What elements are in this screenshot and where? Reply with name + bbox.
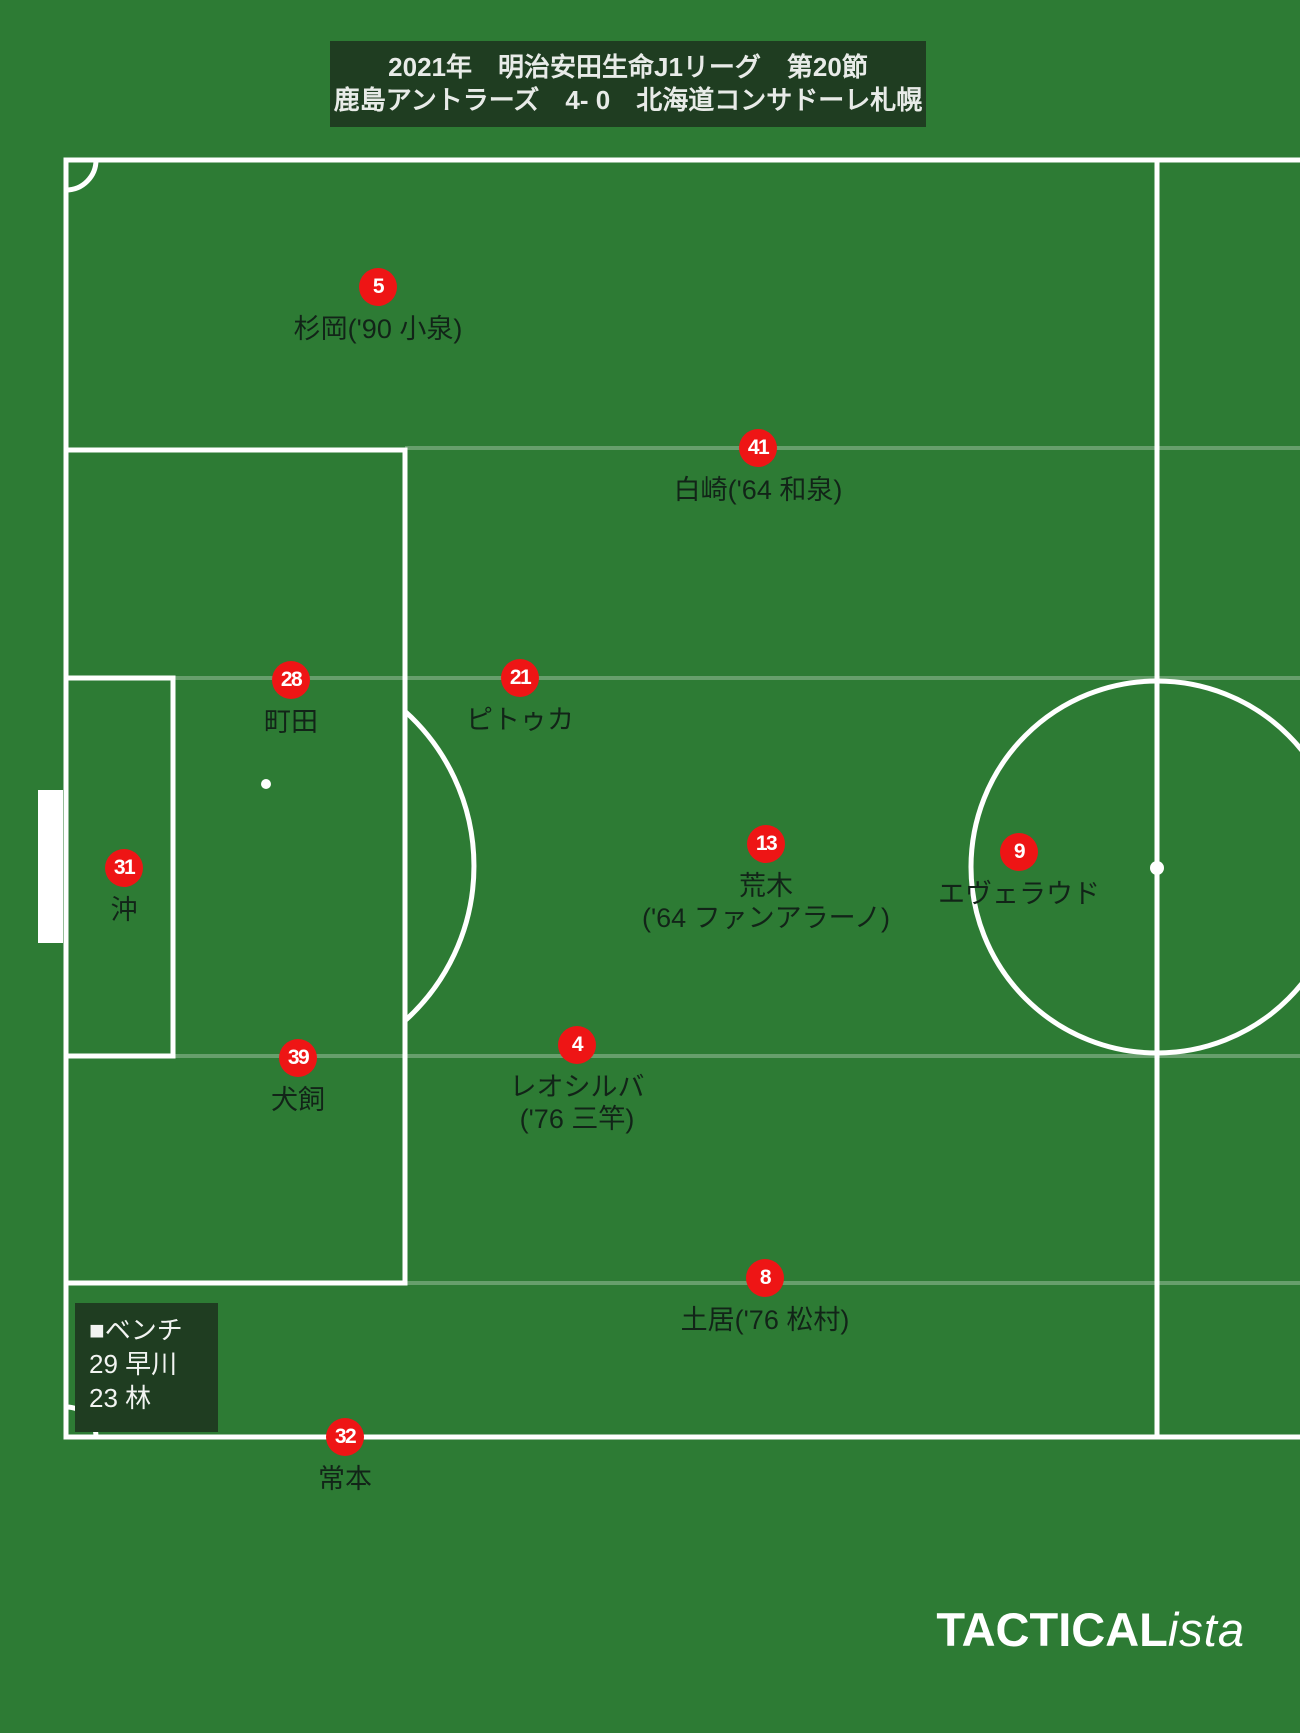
player-marker-21[interactable]: 21	[501, 659, 539, 697]
penalty-area	[66, 447, 408, 1286]
pitch-boundary	[63, 157, 1300, 1440]
player-name-label-5: 杉岡('90 小泉)	[293, 314, 463, 344]
bench-item: 23 林	[89, 1383, 152, 1413]
player-marker-39[interactable]: 39	[279, 1039, 317, 1077]
player-name-label-21: ピトゥカ	[466, 705, 574, 735]
penalty-arc	[403, 709, 477, 1023]
player-marker-13[interactable]: 13	[747, 825, 785, 863]
goal	[38, 790, 63, 943]
player-marker-32[interactable]: 32	[326, 1418, 364, 1456]
player-name-label-31: 沖	[110, 895, 138, 925]
logo-text-bold: TACTICAL	[936, 1603, 1168, 1656]
player-marker-5[interactable]: 5	[359, 268, 397, 306]
player-name-label-4: レオシルバ ('76 三竿)	[509, 1072, 645, 1134]
tacticalista-logo: TACTICALista	[936, 1602, 1245, 1657]
match-header-line2: 鹿島アントラーズ 4- 0 北海道コンサドーレ札幌	[333, 85, 923, 115]
bench-list: 29 早川 23 林	[89, 1347, 218, 1415]
player-name-label-41: 白崎('64 和泉)	[673, 475, 843, 505]
player-name-label-9: エヴェラウド	[938, 879, 1100, 909]
corner-arc-top-left	[65, 159, 99, 193]
logo-text-italic: ista	[1167, 1603, 1245, 1656]
player-name-label-32: 常本	[318, 1464, 372, 1494]
match-header: 2021年 明治安田生命J1リーグ 第20節 鹿島アントラーズ 4- 0 北海道…	[330, 41, 926, 127]
pitch-lines	[63, 157, 1300, 1440]
player-marker-31[interactable]: 31	[105, 849, 143, 887]
player-marker-41[interactable]: 41	[739, 429, 777, 467]
bench-panel: ■ベンチ 29 早川 23 林	[75, 1303, 218, 1432]
bench-title: ■ベンチ	[89, 1315, 183, 1345]
player-marker-4[interactable]: 4	[558, 1026, 596, 1064]
zone-guide-lines	[173, 446, 1300, 1285]
player-name-label-28: 町田	[264, 707, 318, 737]
match-header-line1: 2021年 明治安田生命J1リーグ 第20節	[388, 52, 868, 82]
center-spot	[1150, 861, 1164, 875]
player-name-label-39: 犬飼	[271, 1085, 325, 1115]
player-name-label-8: 土居('76 松村)	[680, 1305, 850, 1335]
goal-area	[66, 675, 176, 1059]
player-marker-28[interactable]: 28	[272, 661, 310, 699]
bench-item: 29 早川	[89, 1349, 178, 1379]
center-circle	[968, 678, 1300, 1056]
player-marker-8[interactable]: 8	[746, 1259, 784, 1297]
player-name-label-13: 荒木 ('64 ファンアラーノ)	[641, 871, 891, 933]
penalty-spot	[261, 779, 271, 789]
player-marker-9[interactable]: 9	[1000, 833, 1038, 871]
